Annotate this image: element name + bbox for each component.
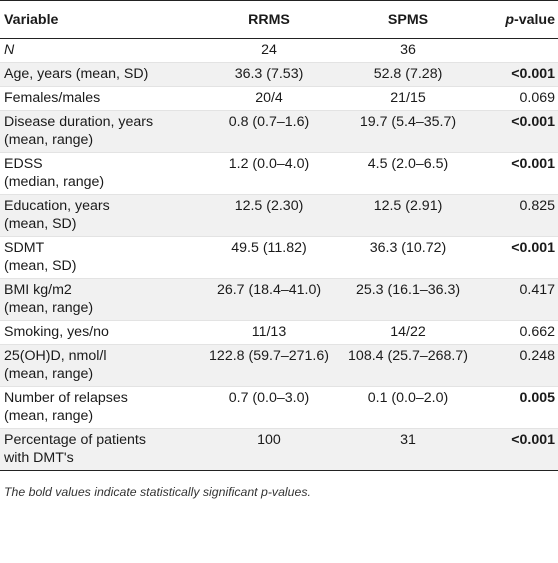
variable-sublabel: (mean, SD) (4, 216, 77, 232)
cell-pvalue: 0.069 (483, 86, 558, 111)
cell-variable: Education, years (mean, SD) (0, 194, 205, 237)
table-footnote: The bold values indicate statistically s… (4, 485, 311, 499)
variable-label: Percentage of patients (4, 432, 146, 448)
variable-sublabel: (mean, range) (4, 366, 94, 382)
variable-label: Education, years (4, 198, 110, 214)
cell-pvalue: 0.005 (483, 386, 558, 429)
variable-sublabel: (mean, range) (4, 132, 94, 148)
cell-pvalue: 0.825 (483, 194, 558, 237)
header-rrms: RRMS (205, 0, 333, 39)
cell-rrms: 1.2 (0.0–4.0) (205, 152, 333, 195)
cell-pvalue: <0.001 (483, 110, 558, 153)
variable-label: SDMT (4, 240, 45, 256)
cell-variable: N (0, 38, 205, 63)
cell-variable: EDSS (median, range) (0, 152, 205, 195)
demographics-table: Variable RRMS SPMS p-value N 24 36 Age, yea… (0, 0, 558, 471)
cell-rrms: 0.7 (0.0–3.0) (205, 386, 333, 429)
variable-label: EDSS (4, 156, 43, 172)
table-row: Females/males 20/4 21/15 0.069 (0, 86, 558, 111)
header-spms: SPMS (333, 0, 483, 39)
table-header: Variable RRMS SPMS p-value (0, 0, 558, 39)
header-pvalue-p: p (505, 11, 514, 28)
table-container: Variable RRMS SPMS p-value N 24 36 Age, yea… (0, 0, 558, 499)
variable-label: 25(OH)D, nmol/l (4, 348, 107, 364)
cell-spms: 36.3 (10.72) (333, 236, 483, 279)
cell-spms: 19.7 (5.4–35.7) (333, 110, 483, 153)
variable-label: N (4, 42, 15, 58)
table-row: Percentage of patients with DMT's 100 31 <0.… (0, 428, 558, 471)
cell-rrms: 20/4 (205, 86, 333, 111)
variable-label: Number of relapses (4, 390, 128, 406)
cell-pvalue: <0.001 (483, 152, 558, 195)
variable-sublabel: with DMT's (4, 450, 74, 466)
cell-pvalue (483, 38, 558, 63)
cell-variable: Age, years (mean, SD) (0, 62, 205, 87)
cell-rrms: 122.8 (59.7–271.6) (205, 344, 333, 387)
cell-rrms: 11/13 (205, 320, 333, 345)
cell-pvalue: 0.662 (483, 320, 558, 345)
cell-variable: 25(OH)D, nmol/l (mean, range) (0, 344, 205, 387)
cell-variable: Disease duration, years (mean, range) (0, 110, 205, 153)
variable-label: Females/males (4, 90, 101, 106)
variable-label: Age, years (mean, SD) (4, 66, 149, 82)
table-row: Number of relapses (mean, range) 0.7 (0.0–… (0, 386, 558, 429)
variable-label: Disease duration, years (4, 114, 154, 130)
cell-spms: 31 (333, 428, 483, 471)
cell-spms: 36 (333, 38, 483, 63)
table-row: BMI kg/m2 (mean, range) 26.7 (18.4–41.0) 25… (0, 278, 558, 321)
cell-variable: Females/males (0, 86, 205, 111)
cell-rrms: 100 (205, 428, 333, 471)
table-body: N 24 36 Age, years (mean, SD) 36.3 (7.53) 52.… (0, 38, 558, 471)
cell-spms: 14/22 (333, 320, 483, 345)
cell-pvalue: 0.248 (483, 344, 558, 387)
variable-sublabel: (mean, range) (4, 408, 94, 424)
cell-pvalue: 0.417 (483, 278, 558, 321)
cell-pvalue: <0.001 (483, 62, 558, 87)
table-row: EDSS (median, range) 1.2 (0.0–4.0) 4.5 (2.0… (0, 152, 558, 195)
cell-rrms: 24 (205, 38, 333, 63)
table-row: Smoking, yes/no 11/13 14/22 0.662 (0, 320, 558, 345)
table-row: 25(OH)D, nmol/l (mean, range) 122.8 (59.7–… (0, 344, 558, 387)
table-row: SDMT (mean, SD) 49.5 (11.82) 36.3 (10.72) <0… (0, 236, 558, 279)
variable-sublabel: (mean, range) (4, 300, 94, 316)
cell-rrms: 12.5 (2.30) (205, 194, 333, 237)
cell-pvalue: <0.001 (483, 428, 558, 471)
variable-label: Smoking, yes/no (4, 324, 109, 340)
cell-spms: 25.3 (16.1–36.3) (333, 278, 483, 321)
cell-spms: 0.1 (0.0–2.0) (333, 386, 483, 429)
cell-spms: 21/15 (333, 86, 483, 111)
table-row: N 24 36 (0, 38, 558, 63)
variable-sublabel: (median, range) (4, 174, 105, 190)
table-row: Education, years (mean, SD) 12.5 (2.30) 12.… (0, 194, 558, 237)
cell-variable: Smoking, yes/no (0, 320, 205, 345)
cell-variable: SDMT (mean, SD) (0, 236, 205, 279)
cell-rrms: 36.3 (7.53) (205, 62, 333, 87)
cell-variable: Percentage of patients with DMT's (0, 428, 205, 471)
cell-rrms: 0.8 (0.7–1.6) (205, 110, 333, 153)
header-row: Variable RRMS SPMS p-value (0, 0, 558, 39)
cell-spms: 108.4 (25.7–268.7) (333, 344, 483, 387)
header-pvalue: p-value (483, 0, 558, 39)
header-pvalue-suffix: -value (513, 11, 555, 28)
variable-sublabel: (mean, SD) (4, 258, 77, 274)
cell-variable: BMI kg/m2 (mean, range) (0, 278, 205, 321)
cell-variable: Number of relapses (mean, range) (0, 386, 205, 429)
table-row: Age, years (mean, SD) 36.3 (7.53) 52.8 (7.… (0, 62, 558, 87)
cell-rrms: 49.5 (11.82) (205, 236, 333, 279)
header-variable: Variable (0, 0, 205, 39)
cell-spms: 52.8 (7.28) (333, 62, 483, 87)
table-row: Disease duration, years (mean, range) 0.8 … (0, 110, 558, 153)
cell-spms: 12.5 (2.91) (333, 194, 483, 237)
cell-spms: 4.5 (2.0–6.5) (333, 152, 483, 195)
cell-rrms: 26.7 (18.4–41.0) (205, 278, 333, 321)
cell-pvalue: <0.001 (483, 236, 558, 279)
variable-label: BMI kg/m2 (4, 282, 72, 298)
